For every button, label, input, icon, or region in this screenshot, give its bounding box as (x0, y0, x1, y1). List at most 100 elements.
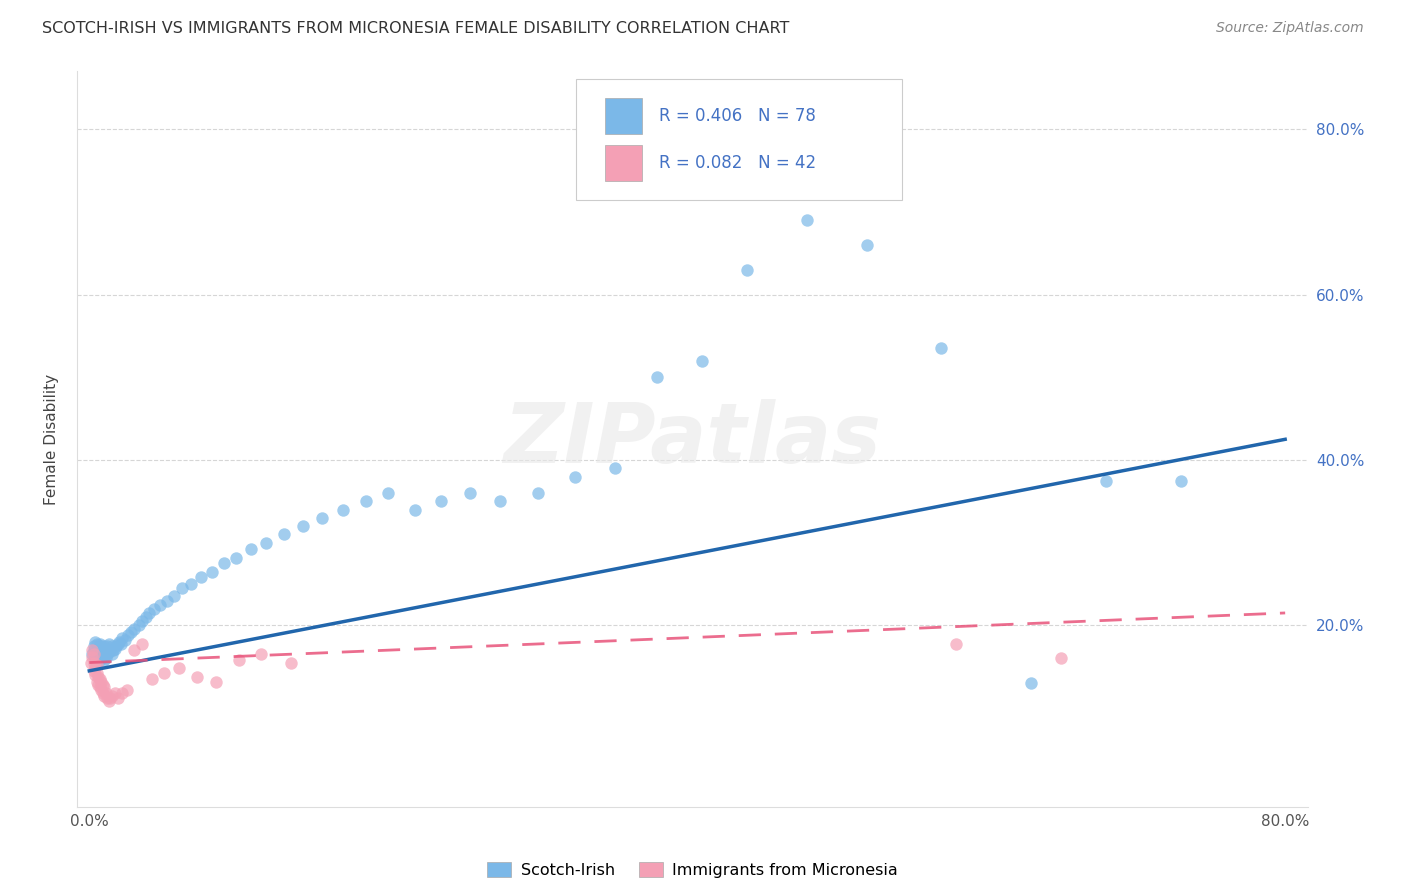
Point (84, 651, 107, 665)
Point (131, 614, 153, 628)
Point (97, 694, 120, 708)
Point (489, 494, 512, 508)
Y-axis label: Female Disability: Female Disability (44, 374, 59, 505)
Point (111, 686, 134, 700)
Point (93, 639, 115, 653)
Point (98, 691, 121, 706)
Point (142, 602, 165, 616)
Point (186, 670, 208, 684)
Point (404, 502, 426, 516)
Point (89, 636, 111, 650)
Legend: Scotch-Irish, Immigrants from Micronesia: Scotch-Irish, Immigrants from Micronesia (481, 855, 904, 885)
Point (82, 643, 104, 657)
Text: R = 0.406   N = 78: R = 0.406 N = 78 (659, 107, 815, 125)
Point (87, 649, 110, 664)
Point (332, 502, 354, 516)
Point (82, 649, 104, 664)
Point (153, 666, 176, 681)
Point (83, 664, 105, 678)
Point (83, 648, 105, 662)
Point (93, 653, 115, 667)
Point (84, 668, 107, 682)
Point (131, 636, 153, 650)
Point (180, 577, 202, 591)
Point (83, 656, 105, 670)
Point (1019, 676, 1042, 690)
Point (429, 494, 451, 508)
FancyBboxPatch shape (605, 145, 643, 181)
Point (96, 691, 118, 706)
Point (100, 639, 122, 653)
Point (148, 598, 170, 612)
Point (86, 674, 108, 689)
Point (98, 643, 121, 657)
Point (250, 648, 273, 662)
Point (100, 689, 122, 703)
Point (110, 636, 132, 650)
Point (83, 639, 105, 653)
Point (89, 681, 111, 695)
Point (90, 682, 112, 697)
Point (80, 656, 103, 670)
Point (83, 643, 105, 657)
Point (460, 486, 482, 500)
Point (91, 649, 114, 664)
Point (135, 610, 157, 624)
Point (156, 593, 179, 607)
Point (115, 682, 138, 697)
Point (90, 639, 112, 653)
Point (104, 641, 127, 656)
Point (100, 648, 122, 662)
Point (105, 639, 128, 653)
Point (90, 674, 112, 689)
FancyBboxPatch shape (575, 78, 901, 200)
Point (87, 678, 110, 692)
Point (190, 570, 212, 584)
Point (93, 648, 115, 662)
Point (117, 628, 139, 642)
Point (170, 581, 193, 595)
Point (111, 631, 134, 645)
Point (855, 238, 877, 252)
Point (690, 353, 713, 368)
Text: ZIPatlas: ZIPatlas (503, 399, 882, 480)
Point (94, 643, 117, 657)
Point (91, 686, 114, 700)
Point (141, 672, 163, 686)
Point (128, 618, 150, 632)
Point (201, 565, 224, 579)
Point (647, 370, 669, 384)
Point (931, 342, 953, 356)
Point (796, 213, 818, 227)
Point (114, 633, 136, 648)
Point (82, 648, 104, 662)
Point (225, 550, 247, 565)
Point (254, 535, 277, 549)
Text: SCOTCH-IRISH VS IMMIGRANTS FROM MICRONESIA FEMALE DISABILITY CORRELATION CHART: SCOTCH-IRISH VS IMMIGRANTS FROM MICRONES… (42, 21, 790, 36)
Point (167, 661, 190, 675)
Point (89, 672, 111, 686)
Point (735, 262, 758, 277)
Point (86, 666, 108, 681)
FancyBboxPatch shape (605, 97, 643, 135)
Point (377, 486, 399, 500)
Point (120, 624, 142, 639)
Point (86, 636, 108, 650)
Point (107, 636, 129, 650)
Point (93, 681, 115, 695)
Point (205, 674, 228, 689)
Point (1050, 651, 1073, 665)
Point (1170, 474, 1192, 488)
Point (354, 494, 377, 508)
Point (89, 645, 111, 659)
Point (86, 658, 108, 673)
Point (96, 648, 118, 662)
Point (564, 469, 586, 483)
Point (84, 659, 107, 673)
Point (1094, 474, 1116, 488)
Point (122, 643, 145, 657)
Text: R = 0.082   N = 42: R = 0.082 N = 42 (659, 154, 817, 172)
Point (107, 691, 129, 706)
Point (84, 635, 107, 649)
Point (104, 686, 127, 700)
